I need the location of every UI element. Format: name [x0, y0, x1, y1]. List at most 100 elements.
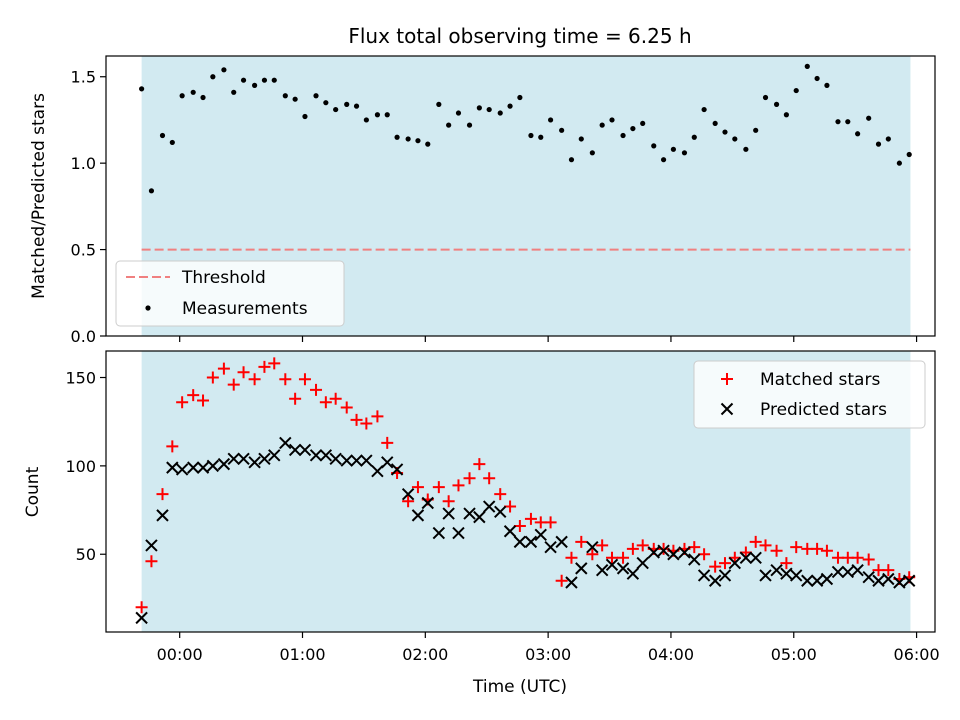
measurement-point [405, 136, 411, 142]
matched-stars-point [759, 539, 772, 552]
predicted-stars-point [206, 459, 220, 473]
measurement-point [384, 112, 390, 118]
matched-stars-point [360, 417, 373, 430]
predicted-stars-point [718, 569, 732, 582]
predicted-stars-point [401, 487, 415, 501]
predicted-stars-point [227, 452, 240, 466]
matched-stars-point [298, 373, 311, 386]
measurement-point [578, 136, 584, 142]
measurement-point [609, 117, 615, 123]
matched-stars-point [289, 392, 302, 405]
top-y-tick-label: 0.0 [71, 327, 96, 346]
top-y-tick-label: 1.0 [71, 154, 96, 173]
predicted-stars-point [688, 553, 701, 566]
matched-stars-point [770, 544, 783, 557]
predicted-stars-point [248, 456, 261, 469]
predicted-stars-point [565, 576, 578, 589]
matched-stars-point [862, 553, 875, 566]
predicted-stars-point [708, 574, 722, 587]
predicted-stars-point [882, 572, 895, 586]
measurement-point [282, 93, 288, 99]
matched-stars-point [657, 542, 670, 555]
predicted-stars-point [697, 569, 711, 582]
predicted-stars-point [759, 569, 772, 582]
measurement-point [630, 125, 636, 132]
predicted-stars-point [841, 565, 855, 579]
predicted-stars-point [381, 456, 394, 469]
predicted-stars-point [319, 449, 333, 462]
measurement-point [885, 136, 891, 142]
predicted-stars-point [647, 546, 660, 559]
top-legend: Threshold Measurements [115, 260, 345, 327]
matched-stars-point [709, 560, 722, 573]
measurement-point [436, 101, 442, 107]
predicted-stars-point [268, 449, 281, 462]
predicted-stars-point [903, 574, 916, 587]
predicted-stars-point [555, 535, 568, 549]
measurement-point [425, 141, 431, 147]
predicted-stars-point [503, 525, 517, 538]
chart-title: Flux total observing time = 6.25 h [348, 24, 691, 48]
predicted-stars-point [288, 443, 302, 457]
predicted-stars-point [524, 535, 538, 549]
predicted-stars-point [186, 461, 200, 474]
predicted-stars-point [298, 443, 312, 457]
measurement-point [323, 100, 329, 106]
predicted-stars-point [494, 505, 507, 519]
matched-stars-point [248, 373, 261, 386]
predicted-stars-point [770, 563, 783, 577]
matched-stars-point [310, 383, 323, 396]
legend-measurements-swatch [145, 305, 151, 311]
predicted-stars-point [473, 510, 486, 524]
predicted-stars-point [145, 539, 158, 552]
predicted-stars-point [810, 574, 824, 587]
predicted-stars-point [329, 452, 342, 466]
predicted-stars-point [820, 572, 834, 586]
bottom-x-tick-label: 01:00 [279, 645, 325, 664]
predicted-stars-point [156, 509, 169, 522]
top-panel: 0.0 0.5 1.0 1.5 Matched/Predicted stars Thr… [29, 55, 936, 346]
predicted-stars-point [309, 449, 323, 462]
measurement-point [374, 112, 381, 118]
predicted-stars-point [862, 571, 875, 584]
measurement-point [712, 120, 718, 127]
predicted-stars-point [258, 452, 271, 466]
predicted-stars-point [217, 457, 231, 471]
measurement-point [855, 131, 861, 137]
matched-stars-point [688, 541, 701, 554]
predicted-stars-point [196, 461, 210, 474]
measurement-point [415, 138, 421, 144]
legend-measurements-label: Measurements [182, 299, 308, 319]
measurement-point [743, 146, 749, 152]
matched-stars-point [340, 401, 353, 414]
predicted-stars-point [432, 526, 446, 540]
measurement-point [394, 134, 400, 140]
bottom-y-tick-label: 50 [76, 545, 96, 564]
predicted-stars-point [350, 454, 363, 467]
predicted-stars-point [790, 569, 803, 582]
measurement-point [333, 106, 339, 113]
matched-stars-point [279, 373, 292, 386]
legend-matched-marker [721, 373, 733, 385]
matched-stars-point [187, 389, 200, 402]
measurement-point [753, 127, 759, 133]
matched-stars-point [371, 410, 384, 423]
measurement-point [670, 146, 677, 152]
matched-stars-point [851, 551, 864, 564]
predicted-stars-point [749, 551, 762, 564]
matched-stars-point [749, 535, 762, 548]
predicted-stars-point [636, 556, 649, 570]
measurement-point [221, 67, 227, 73]
bottom-x-tick-label: 05:00 [771, 645, 817, 664]
top-axes-frame [105, 55, 936, 337]
matched-stars-point [811, 542, 824, 555]
measurement-point [528, 132, 534, 139]
measurement-point [353, 103, 360, 109]
matched-stars-point [524, 512, 537, 525]
matched-stars-point [381, 436, 394, 449]
top-x-ticks [179, 336, 918, 342]
predicted-stars-point [586, 540, 599, 554]
predicted-stars-point [340, 454, 353, 467]
measurement-point [179, 93, 185, 99]
